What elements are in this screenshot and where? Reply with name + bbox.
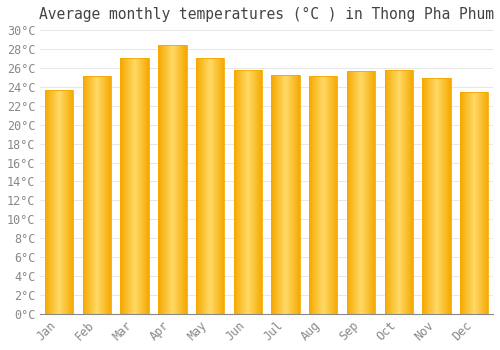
Bar	[384, 70, 413, 314]
Bar	[309, 76, 338, 314]
Bar	[158, 45, 186, 314]
Bar	[272, 76, 299, 314]
Bar	[120, 58, 149, 314]
Bar	[196, 58, 224, 314]
Title: Average monthly temperatures (°C ) in Thong Pha Phum: Average monthly temperatures (°C ) in Th…	[39, 7, 494, 22]
Bar	[234, 70, 262, 314]
Bar	[45, 90, 74, 314]
Bar	[460, 92, 488, 314]
Bar	[347, 71, 375, 314]
Bar	[422, 78, 450, 314]
Bar	[83, 76, 111, 314]
